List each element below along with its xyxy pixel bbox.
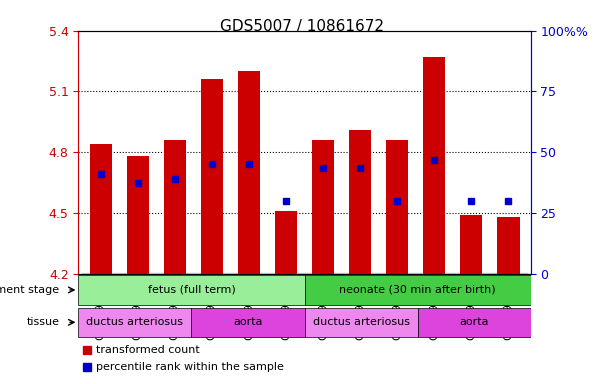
Text: ductus arteriosus: ductus arteriosus	[86, 317, 183, 327]
Bar	[127, 156, 149, 274]
Text: fetus (full term): fetus (full term)	[148, 285, 235, 295]
FancyBboxPatch shape	[305, 275, 531, 305]
Text: GDS5007 / 10861672: GDS5007 / 10861672	[219, 19, 384, 34]
Bar	[460, 215, 482, 274]
FancyBboxPatch shape	[305, 308, 417, 337]
Text: tissue: tissue	[27, 317, 60, 327]
Bar	[349, 130, 371, 274]
Bar	[423, 57, 446, 274]
Text: development stage: development stage	[0, 285, 60, 295]
Bar	[163, 140, 186, 274]
FancyBboxPatch shape	[78, 308, 192, 337]
Text: neonate (30 min after birth): neonate (30 min after birth)	[339, 285, 496, 295]
Text: aorta: aorta	[233, 317, 263, 327]
Bar	[386, 140, 408, 274]
Text: ductus arteriosus: ductus arteriosus	[312, 317, 409, 327]
Text: transformed count: transformed count	[96, 345, 200, 355]
FancyBboxPatch shape	[192, 308, 305, 337]
FancyBboxPatch shape	[417, 308, 531, 337]
Bar	[497, 217, 520, 274]
Bar	[312, 140, 334, 274]
Text: percentile rank within the sample: percentile rank within the sample	[96, 362, 285, 372]
Text: aorta: aorta	[459, 317, 489, 327]
Bar	[238, 71, 260, 274]
Bar	[275, 211, 297, 274]
FancyBboxPatch shape	[78, 275, 305, 305]
Bar	[89, 144, 112, 274]
Bar	[201, 79, 223, 274]
